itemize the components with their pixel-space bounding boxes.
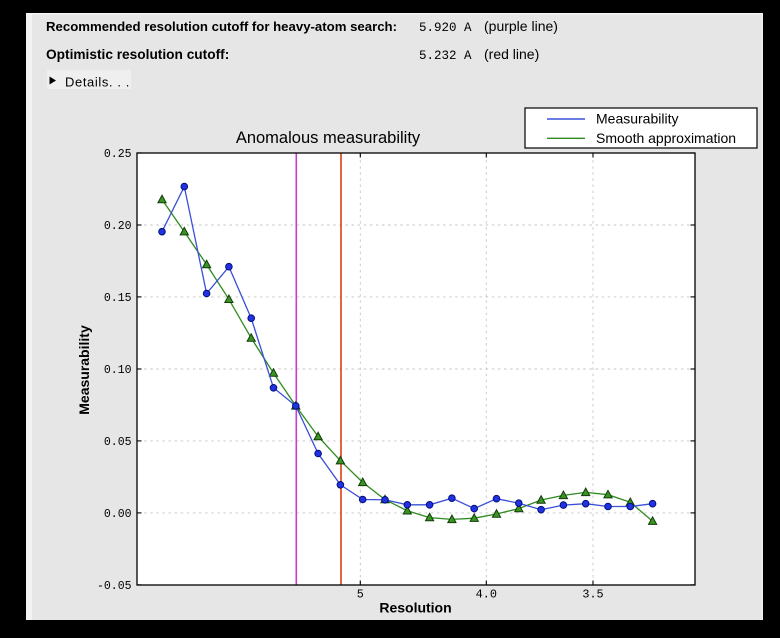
- svg-text:Smooth approximation: Smooth approximation: [596, 130, 736, 146]
- svg-text:Optimistic resolution cutoff:: Optimistic resolution cutoff:: [46, 47, 229, 62]
- svg-text:0.20: 0.20: [104, 220, 132, 233]
- svg-text:Anomalous measurability: Anomalous measurability: [236, 129, 421, 147]
- svg-text:3.5: 3.5: [582, 588, 603, 602]
- svg-text:Details. . .: Details. . .: [65, 75, 130, 90]
- svg-text:Measurability: Measurability: [76, 325, 92, 415]
- svg-text:-0.05: -0.05: [97, 580, 132, 593]
- svg-text:0.00: 0.00: [104, 508, 132, 521]
- svg-text:0.15: 0.15: [104, 292, 132, 305]
- svg-text:5.920 A: 5.920 A: [419, 21, 472, 35]
- svg-text:Recommended resolution cutoff: Recommended resolution cutoff for heavy-…: [46, 19, 397, 34]
- svg-text:0.10: 0.10: [104, 364, 132, 377]
- svg-text:(purple line): (purple line): [484, 18, 558, 34]
- svg-text:4.0: 4.0: [476, 588, 497, 602]
- svg-text:(red line): (red line): [484, 46, 539, 62]
- svg-text:0.25: 0.25: [104, 148, 132, 161]
- svg-text:Resolution: Resolution: [379, 600, 451, 616]
- svg-text:0.05: 0.05: [104, 436, 132, 449]
- svg-text:5: 5: [357, 588, 364, 602]
- svg-text:Measurability: Measurability: [596, 111, 678, 127]
- svg-text:5.232 A: 5.232 A: [419, 49, 472, 63]
